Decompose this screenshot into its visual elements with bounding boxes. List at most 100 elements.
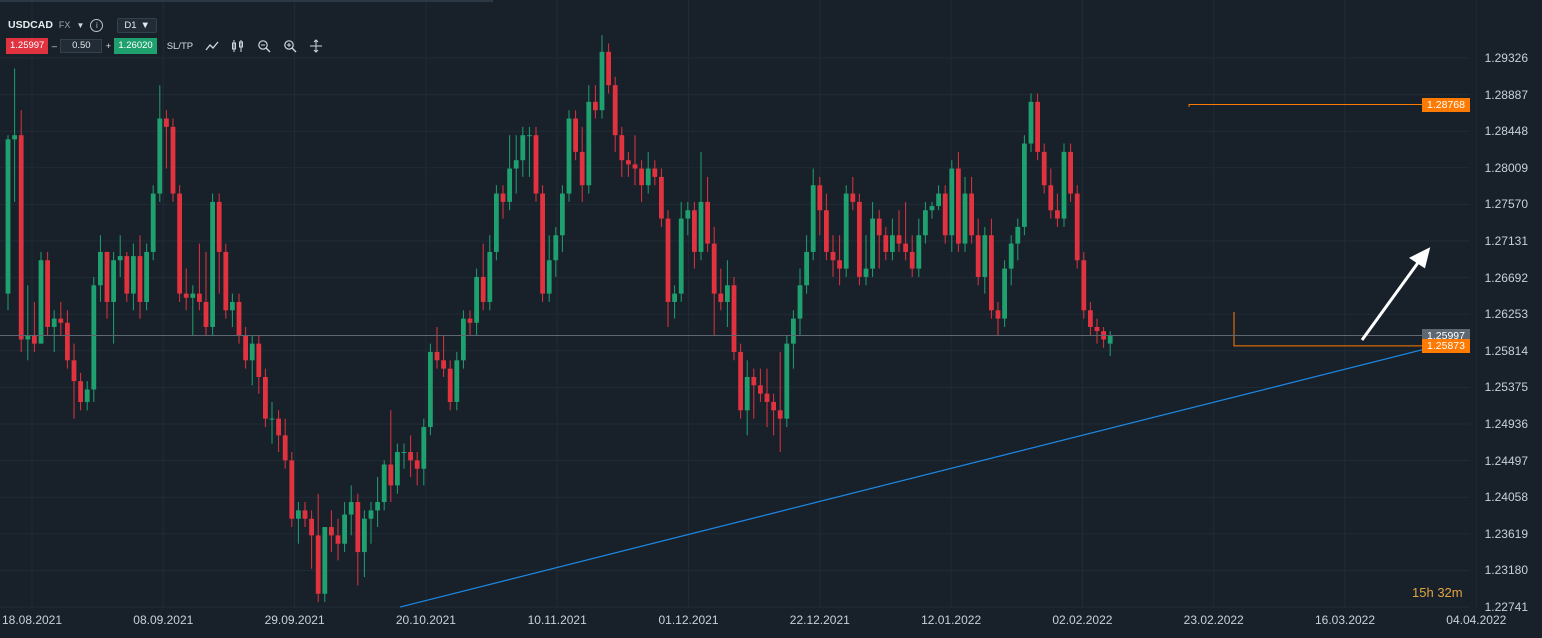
candle-down <box>289 460 295 519</box>
candle-up <box>91 285 97 390</box>
candle-down <box>309 518 314 536</box>
candle-up <box>111 260 116 302</box>
candle-countdown: 15h 32m <box>1412 585 1463 600</box>
candle-up <box>744 376 750 411</box>
sell-button[interactable]: 1.25997 <box>6 38 49 54</box>
trade-toolbar: 1.25997 – 0.50 + 1.26020 SL/TP <box>6 38 323 54</box>
candle-down <box>995 310 1001 319</box>
candle-up <box>527 135 532 137</box>
price-tick-label: 1.24058 <box>1484 490 1528 505</box>
candle-down <box>606 51 611 86</box>
candle-down <box>593 101 598 111</box>
candle-up <box>1022 143 1027 227</box>
candle-down <box>467 318 473 323</box>
candle-down <box>533 135 539 194</box>
candle-up <box>494 193 499 252</box>
candle-up <box>421 427 427 469</box>
candle-up <box>784 343 790 419</box>
line-chart-icon[interactable] <box>205 39 219 53</box>
candle-down <box>164 118 169 127</box>
price-tick-label: 1.28448 <box>1484 124 1528 139</box>
price-tick-label: 1.26253 <box>1484 307 1528 322</box>
top-divider <box>0 0 493 2</box>
candle-up <box>685 210 691 219</box>
candle-up <box>348 502 354 515</box>
price-tick-label: 1.29326 <box>1484 51 1528 65</box>
candle-up <box>863 268 869 277</box>
candle-down <box>263 376 268 419</box>
candle-up <box>949 168 955 236</box>
zoom-in-icon[interactable] <box>283 39 297 53</box>
candle-down <box>1088 310 1093 327</box>
candle-down <box>355 502 361 553</box>
info-icon[interactable]: i <box>90 18 104 32</box>
crosshair-icon[interactable] <box>309 39 323 53</box>
candle-up <box>645 168 651 186</box>
candle-up <box>1028 101 1034 144</box>
candle-down <box>78 381 83 402</box>
candle-down <box>216 201 222 252</box>
candle-up <box>725 285 730 302</box>
candle-up <box>560 193 565 236</box>
date-tick-label: 22.12.2021 <box>789 613 850 627</box>
candle-up <box>1061 151 1067 219</box>
chevron-down-icon: ▼ <box>140 19 150 31</box>
symbol-name[interactable]: USDCAD <box>8 19 53 31</box>
symbol-dropdown-icon[interactable]: ▼ <box>76 20 85 30</box>
candle-up <box>150 193 156 252</box>
candlestick-type-icon[interactable] <box>231 39 245 53</box>
price-tick-label: 1.28887 <box>1484 87 1528 102</box>
candle-up <box>461 318 466 361</box>
candle-up <box>1002 268 1007 319</box>
date-tick-label: 02.02.2022 <box>1052 613 1113 627</box>
candle-down <box>434 351 440 361</box>
candle-up <box>553 235 559 261</box>
candle-down <box>32 335 37 344</box>
candle-down <box>612 85 618 136</box>
sltp-button[interactable]: SL/TP <box>166 40 194 52</box>
candle-up <box>487 251 493 302</box>
candle-down <box>104 251 110 302</box>
candle-down <box>408 452 413 461</box>
candle-up <box>698 201 704 252</box>
candle-down <box>1035 101 1040 152</box>
price-tick-label: 1.27131 <box>1484 234 1528 248</box>
candle-down <box>883 235 889 252</box>
buy-button[interactable]: 1.26020 <box>114 38 157 54</box>
candle-up <box>362 518 367 553</box>
candle-down <box>639 168 644 186</box>
candle-down <box>824 210 829 252</box>
timeframe-select[interactable]: D1 ▼ <box>117 17 157 33</box>
candle-up <box>586 101 592 186</box>
candle-up <box>401 452 407 454</box>
candle-up <box>1015 226 1021 244</box>
increase-quantity-button[interactable]: + <box>105 40 112 52</box>
candle-down <box>711 243 717 294</box>
candle-up <box>929 206 935 211</box>
candle-up <box>672 293 677 302</box>
candle-down <box>1068 151 1073 194</box>
candle-down <box>414 460 420 469</box>
candle-up <box>791 318 796 344</box>
candle-up <box>810 185 816 252</box>
candle-down <box>969 193 974 236</box>
candle-down <box>659 176 664 219</box>
candle-up <box>144 251 149 302</box>
candle-down <box>256 343 262 377</box>
candle-down <box>500 193 506 202</box>
candle-down <box>236 301 242 336</box>
zoom-out-icon[interactable] <box>257 39 271 53</box>
quantity-input[interactable]: 0.50 <box>60 39 103 53</box>
candle-up <box>916 235 922 269</box>
countdown-minutes: 32m <box>1437 585 1463 600</box>
candle-down <box>177 193 182 294</box>
candle-up <box>38 260 44 344</box>
candle-up <box>210 201 215 327</box>
price-tick-label: 1.26692 <box>1484 270 1528 285</box>
candle-up <box>566 118 572 194</box>
decrease-quantity-button[interactable]: – <box>51 40 57 52</box>
candle-down <box>777 410 783 419</box>
candle-up <box>870 218 875 269</box>
price-tick-label: 1.24936 <box>1484 417 1528 431</box>
